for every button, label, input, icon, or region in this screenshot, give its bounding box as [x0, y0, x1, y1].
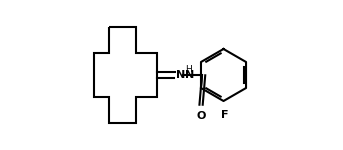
Text: N: N — [185, 70, 194, 80]
Text: H: H — [185, 65, 192, 74]
Text: O: O — [197, 111, 206, 121]
Text: F: F — [221, 110, 229, 120]
Text: N: N — [176, 70, 185, 80]
